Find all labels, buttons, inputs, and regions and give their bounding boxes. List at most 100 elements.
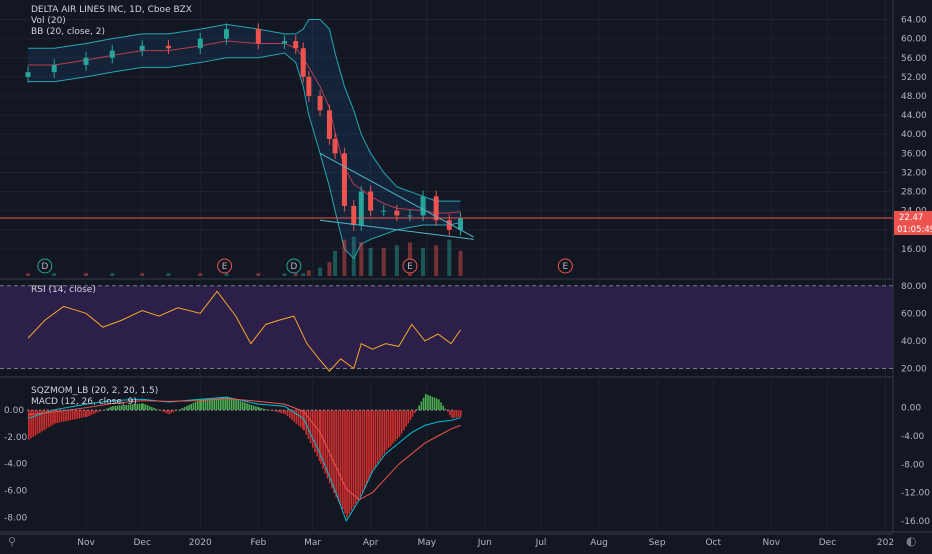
squeeze-dot — [351, 409, 353, 411]
squeeze-dot — [119, 409, 121, 411]
squeeze-dot — [359, 409, 361, 411]
sqz-bar — [453, 410, 455, 418]
candle-body — [306, 76, 312, 96]
last-price-value: 22.47 — [899, 213, 923, 223]
candle-body — [332, 139, 338, 154]
sqz-bar — [288, 410, 291, 418]
sqz-bar — [58, 410, 61, 423]
sqz-bar — [90, 410, 93, 415]
sqz-bar — [142, 403, 144, 411]
sqz-bar — [365, 410, 368, 484]
sqz-bar — [129, 404, 132, 411]
sqz-bar — [318, 410, 321, 461]
squeeze-dot — [403, 409, 405, 411]
sqz-bar — [429, 395, 431, 411]
squeeze-dot — [207, 409, 209, 411]
search-icon[interactable]: ⚲ — [8, 535, 17, 548]
sqz-bar — [65, 410, 67, 422]
sqz-bar — [248, 404, 251, 411]
squeeze-dot — [243, 409, 245, 411]
sqz-bar — [151, 406, 153, 411]
sqz-bar — [257, 407, 259, 411]
sqz-bar — [449, 410, 451, 416]
squeeze-dot — [227, 409, 229, 411]
event-marker-letter: E — [222, 262, 228, 272]
sqz-bar — [407, 410, 410, 424]
event-marker-letter: D — [41, 262, 48, 272]
candle-body — [368, 191, 374, 211]
sqz-bar — [162, 410, 164, 412]
candle-body — [341, 153, 347, 206]
sqz-bar — [140, 403, 143, 411]
x-tick-label: Dec — [819, 538, 836, 548]
sqz-bar — [328, 410, 331, 484]
candle-body — [407, 215, 413, 217]
volume-bar — [301, 273, 306, 276]
squeeze-dot — [391, 409, 393, 411]
volume-bar — [458, 250, 463, 276]
volume-bar — [166, 273, 171, 276]
bb-upper-line — [28, 19, 461, 202]
squeeze-dot — [151, 409, 153, 411]
squeeze-dot — [319, 409, 321, 411]
squeeze-dot — [83, 409, 85, 411]
sqz-bar — [200, 399, 202, 411]
sqz-bar — [312, 410, 314, 448]
sqz-bar — [273, 410, 276, 412]
squeeze-dot — [123, 409, 125, 411]
squeeze-dot — [355, 409, 357, 411]
sqz-bar — [192, 402, 195, 411]
sqz-bar — [374, 410, 377, 468]
sqz-bar — [305, 410, 308, 435]
candle-body — [446, 220, 452, 230]
squeeze-dot — [239, 409, 241, 411]
sqz-bar — [459, 410, 462, 417]
candle-body — [25, 72, 31, 77]
sqz-bar — [314, 410, 316, 453]
sqz-bar — [324, 410, 327, 474]
squeeze-dot — [87, 409, 89, 411]
sqz-bar — [363, 410, 366, 489]
squeeze-dot — [411, 409, 413, 411]
sqz-bar — [47, 410, 50, 428]
sqz-bar — [181, 408, 184, 411]
sqz-bar — [381, 410, 383, 457]
squeeze-dot — [419, 409, 421, 411]
squeeze-dot — [435, 409, 437, 411]
squeeze-dot — [383, 409, 385, 411]
volume-bar — [282, 273, 287, 276]
sqz-bar — [148, 406, 151, 411]
rsi-legend: RSI (14, close) — [31, 285, 96, 296]
sqz-bar — [352, 410, 355, 508]
rsi-tick-label: 80.00 — [901, 282, 927, 292]
bb-fill — [28, 19, 461, 259]
price-tick-label: 36.00 — [901, 149, 927, 159]
squeeze-dot — [143, 409, 145, 411]
sqz-bar — [280, 410, 282, 414]
sqz-bar — [282, 410, 285, 414]
price-tick-label: 48.00 — [901, 92, 927, 102]
sqz-bar — [69, 410, 72, 421]
sqz-bar — [80, 410, 83, 418]
countdown-tag — [894, 222, 932, 235]
volume-bar — [447, 239, 452, 276]
candle-body — [394, 210, 400, 216]
theme-icon[interactable]: ◐ — [906, 534, 917, 548]
sqz-bar — [204, 398, 207, 411]
sqz-bar — [226, 396, 229, 411]
squeeze-dot — [75, 409, 77, 411]
squeeze-dot — [187, 409, 189, 411]
squeeze-dot — [307, 409, 309, 411]
sqz-bar — [385, 410, 388, 451]
sqz-bar — [357, 410, 359, 501]
volume-bar — [434, 245, 439, 276]
squeeze-dot — [99, 409, 101, 411]
sqz-bar — [422, 397, 425, 411]
sqz-bar — [94, 410, 97, 414]
sqz-bar — [309, 410, 312, 444]
sqz-bar — [138, 403, 141, 411]
squeeze-dot — [303, 409, 305, 411]
trendline-lower — [320, 219, 474, 240]
